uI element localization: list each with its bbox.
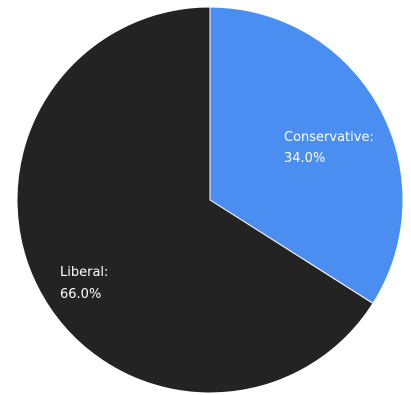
slice-label-liberal: Liberal: [60, 265, 108, 280]
slice-value-liberal: 66.0% [60, 287, 101, 302]
slice-value-conservative: 34.0% [284, 151, 325, 166]
slice-label-conservative: Conservative: [284, 130, 374, 145]
pie-slice-liberal[interactable] [16, 6, 374, 394]
pie-slices [16, 6, 404, 394]
pie-slice-conservative[interactable] [209, 6, 404, 304]
pie-labels: Conservative: 34.0% Liberal: 66.0% [60, 130, 374, 302]
